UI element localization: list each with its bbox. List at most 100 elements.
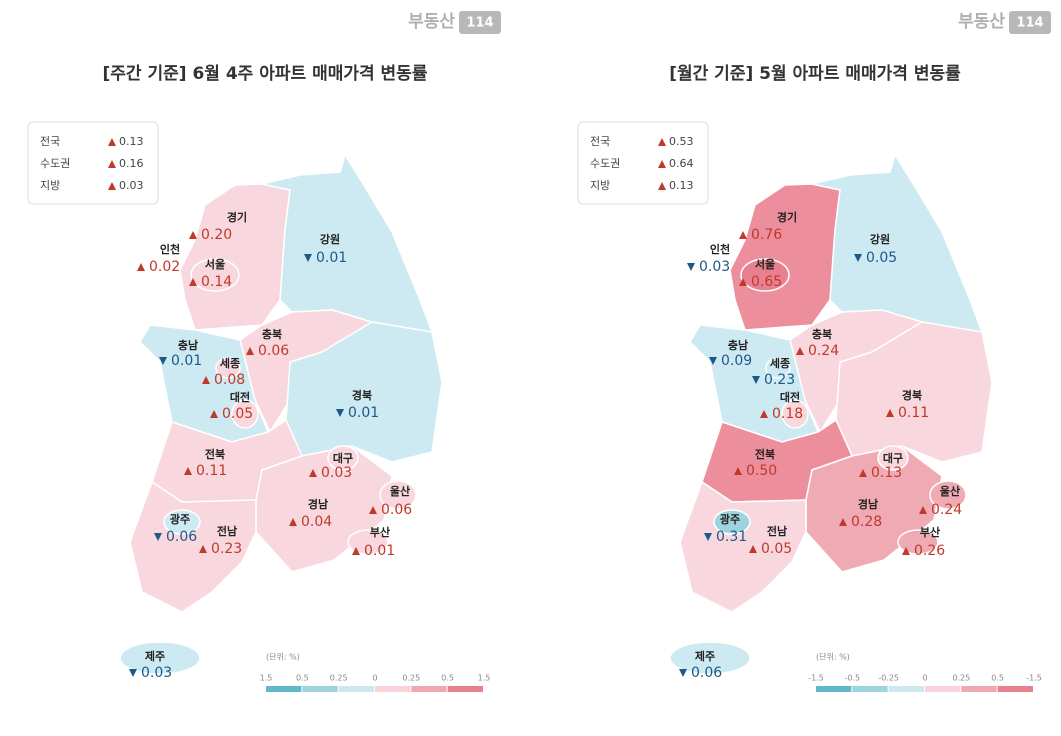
region-name: 경기 [777, 210, 797, 224]
legend-swatch [888, 686, 924, 692]
arrow [658, 182, 666, 190]
region-shape [729, 183, 841, 331]
region-name: 경남 [858, 497, 878, 511]
arrow [796, 347, 804, 355]
region-value: 0.06 [381, 502, 412, 518]
arrow [749, 545, 757, 553]
region-value: 0.05 [866, 250, 897, 266]
region-name: 대전 [230, 390, 250, 404]
region-name: 전북 [755, 447, 775, 461]
legend-label: 0 [372, 674, 377, 683]
arrow [839, 518, 847, 526]
region-value: 0.06 [691, 665, 722, 681]
region-value: 0.05 [222, 406, 253, 422]
region-name: 대구 [333, 451, 353, 465]
arrow [854, 254, 862, 262]
region-value: 0.50 [746, 463, 777, 479]
region-name: 경남 [308, 497, 328, 511]
region-value: 0.23 [211, 541, 242, 557]
region-name: 강원 [320, 232, 340, 246]
region-name: 전북 [205, 447, 225, 461]
region-name: 서울 [205, 257, 225, 271]
region-name: 제주 [145, 649, 165, 663]
region-shape [129, 480, 257, 613]
region-name: 경기 [227, 210, 247, 224]
legend-label: 0.5 [991, 674, 1004, 683]
arrow [739, 231, 747, 239]
arrow [129, 669, 137, 677]
arrow [760, 410, 768, 418]
legend-swatch [375, 686, 411, 692]
region-value: 0.28 [851, 514, 882, 530]
summary-box [27, 121, 159, 205]
arrow [246, 347, 254, 355]
legend-swatch [338, 686, 374, 692]
arrow [752, 376, 760, 384]
arrow [210, 410, 218, 418]
logo-badge: 114 [1016, 16, 1043, 31]
region-shape [765, 357, 791, 379]
arrow [289, 518, 297, 526]
region-value: 0.03 [141, 665, 172, 681]
legend-swatch [852, 686, 888, 692]
arrow [159, 357, 167, 365]
region-name: 서울 [755, 257, 775, 271]
arrow [658, 138, 666, 146]
arrow [902, 547, 910, 555]
region-name: 울산 [390, 484, 410, 498]
legend-label: -1.5 [1026, 674, 1042, 683]
region-value: 0.26 [914, 543, 945, 559]
region-value: 0.01 [364, 543, 395, 559]
legend-swatch [411, 686, 447, 692]
summary-value: 0.64 [669, 157, 694, 170]
region-shape [119, 641, 201, 675]
arrow [304, 254, 312, 262]
region-shape [327, 445, 359, 471]
arrow [336, 409, 344, 417]
logo-brand: 부동산 [408, 12, 455, 32]
region-value: 0.01 [348, 405, 379, 421]
region-shape [713, 509, 751, 535]
logo-badge-box [459, 11, 501, 34]
arrow [309, 469, 317, 477]
region-value: 0.18 [772, 406, 803, 422]
region-name: 인천 [710, 242, 730, 256]
arrow [369, 506, 377, 514]
region-shape [261, 153, 434, 333]
region-shape [215, 357, 241, 379]
arrow [734, 467, 742, 475]
region-shape [379, 480, 417, 510]
arrow [687, 263, 695, 271]
arrow [859, 469, 867, 477]
region-shape [669, 641, 751, 675]
region-shape [231, 399, 259, 429]
region-shape [781, 399, 809, 429]
legend-label: 0 [922, 674, 927, 683]
arrow [679, 669, 687, 677]
region-value: 0.13 [871, 465, 902, 481]
logo-brand: 부동산 [958, 12, 1005, 32]
region-name: 부산 [920, 525, 940, 539]
legend-unit: (단위: %) [816, 652, 850, 662]
region-shape [179, 183, 291, 331]
summary-value: 0.13 [669, 179, 694, 192]
legend-unit: (단위: %) [266, 652, 300, 662]
region-name: 광주 [720, 513, 740, 526]
summary-label: 수도권 [590, 157, 620, 170]
legend-swatch [997, 686, 1033, 692]
legend-label: -0.5 [845, 674, 861, 683]
summary-label: 수도권 [40, 157, 70, 170]
summary-box [577, 121, 709, 205]
arrow [739, 278, 747, 286]
region-shape [835, 321, 993, 463]
region-shape [877, 445, 909, 471]
summary-value: 0.03 [119, 179, 144, 192]
region-value: 0.24 [808, 343, 839, 359]
region-name: 광주 [170, 513, 190, 526]
region-shape [285, 321, 443, 463]
summary-value: 0.16 [119, 157, 144, 170]
legend-label: 1.5 [260, 674, 273, 683]
region-value: 0.02 [149, 259, 180, 275]
